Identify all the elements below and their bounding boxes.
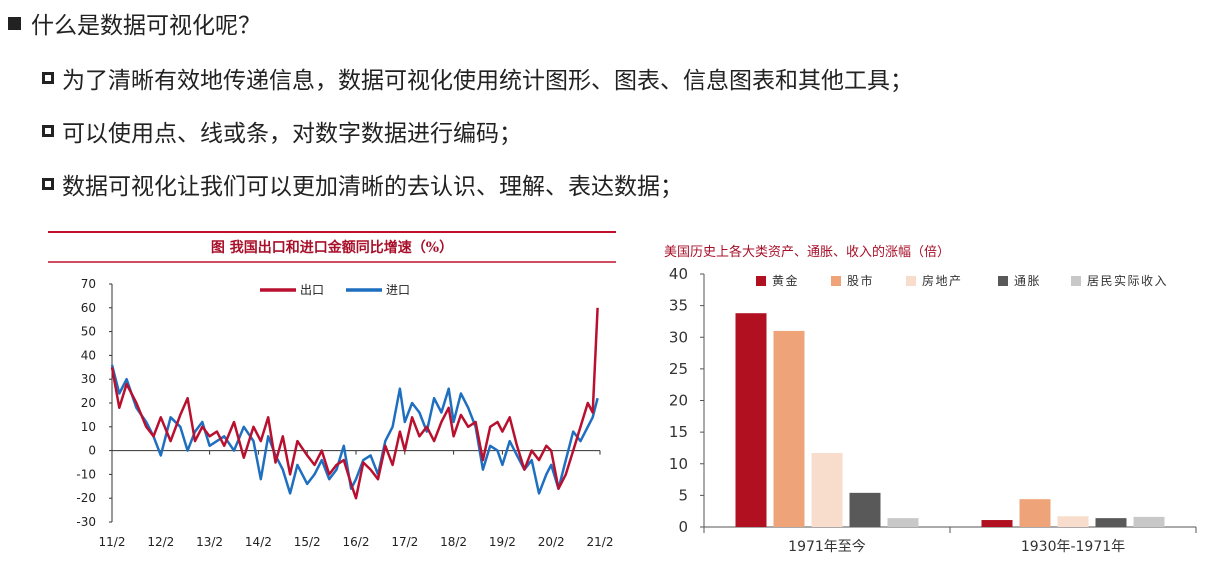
legend-swatch [831,276,841,286]
x-tick-label: 12/2 [147,535,174,549]
series-line-export [110,307,599,500]
legend-label: 股市 [847,273,874,288]
legend-swatch [906,276,916,286]
hollow-square-icon [42,72,54,84]
legend-swatch [756,276,766,286]
bar-0-4 [887,518,919,527]
asset-growth-bar-chart: 美国历史上各大类资产、通胀、收入的涨幅（倍） 40 35 30 25 20 15 10 5 0 1… [664,244,1197,555]
y-tick-label: -20 [76,491,96,505]
y-tick-label: 0 [88,444,96,458]
chart-title: 美国历史上各大类资产、通胀、收入的涨幅（倍） [664,244,950,260]
y-tick-label: -10 [76,467,96,481]
bullet-item: 数据可视化让我们可以更加清晰的去认识、理解、表达数据； [42,167,683,201]
bullet-item: 为了清晰有效地传递信息，数据可视化使用统计图形、图表、信息图表和其他工具； [42,61,913,95]
bar-0-0 [735,313,767,527]
bar-0-3 [849,492,881,527]
y-tick-label: 10 [81,420,96,434]
bar-1-4 [1133,516,1165,527]
y-tick-label: 70 [81,277,96,291]
y-tick-label: 10 [669,455,688,473]
x-tick-label: 15/2 [294,535,321,549]
bar-1-0 [981,520,1013,527]
legend-label: 房地产 [922,273,963,288]
bullet-text: 可以使用点、线或条，对数字数据进行编码； [62,121,522,147]
legend-swatch [998,276,1008,286]
y-tick-label: 40 [669,265,688,283]
legend-swatch [1071,276,1081,286]
x-tick-label: 19/2 [489,535,516,549]
bar-0-2 [811,452,843,527]
legend-label: 出口 [300,283,324,297]
y-tick-label: 15 [669,423,688,441]
y-tick-label: 40 [81,348,96,362]
bullet-text: 数据可视化让我们可以更加清晰的去认识、理解、表达数据； [62,174,683,200]
bar-1-1 [1019,499,1051,527]
bullet-item: 可以使用点、线或条，对数字数据进行编码； [42,114,522,148]
bar-1-2 [1057,516,1089,527]
hollow-square-icon [42,178,54,190]
bar-1-3 [1095,518,1127,527]
bar-0-1 [773,330,805,527]
y-tick-label: 60 [81,301,96,315]
y-tick-label: 30 [81,372,96,386]
legend-label: 黄金 [772,273,799,288]
y-tick-label: 30 [669,328,688,346]
hollow-square-icon [42,125,54,137]
x-tick-label: 11/2 [99,535,126,549]
heading-text: 什么是数据可视化呢？ [31,13,261,39]
legend-label: 进口 [386,283,410,297]
square-bullet-icon [8,16,21,30]
legend-label: 居民实际收入 [1087,273,1168,288]
trade-growth-line-chart: 图 我国出口和进口金额同比增速（%） 70 60 50 40 30 20 10 0 -10 -20… [48,231,616,549]
page-heading: 什么是数据可视化呢？ [8,6,261,40]
x-tick-label: 20/2 [538,535,565,549]
x-tick-label: 18/2 [440,535,467,549]
y-tick-label: 50 [81,325,96,339]
y-tick-label: 0 [678,518,688,536]
y-tick-label: 5 [678,486,688,504]
x-tick-label: 17/2 [391,535,418,549]
y-tick-label: 35 [669,297,688,315]
series-line-import [110,364,599,495]
x-category-label: 1930年-1971年 [1021,539,1125,555]
bullet-text: 为了清晰有效地传递信息，数据可视化使用统计图形、图表、信息图表和其他工具； [62,68,913,94]
legend-label: 通胀 [1014,274,1041,288]
chart-title: 图 我国出口和进口金额同比增速（%） [211,239,453,256]
x-tick-label: 14/2 [245,535,272,549]
y-tick-label: 20 [669,392,688,410]
y-tick-label: 20 [81,396,96,410]
x-tick-label: 13/2 [196,535,223,549]
y-tick-label: -30 [76,515,96,529]
x-category-label: 1971年至今 [788,539,866,555]
x-tick-label: 21/2 [587,535,614,549]
y-tick-label: 25 [669,360,688,378]
x-tick-label: 16/2 [343,535,370,549]
